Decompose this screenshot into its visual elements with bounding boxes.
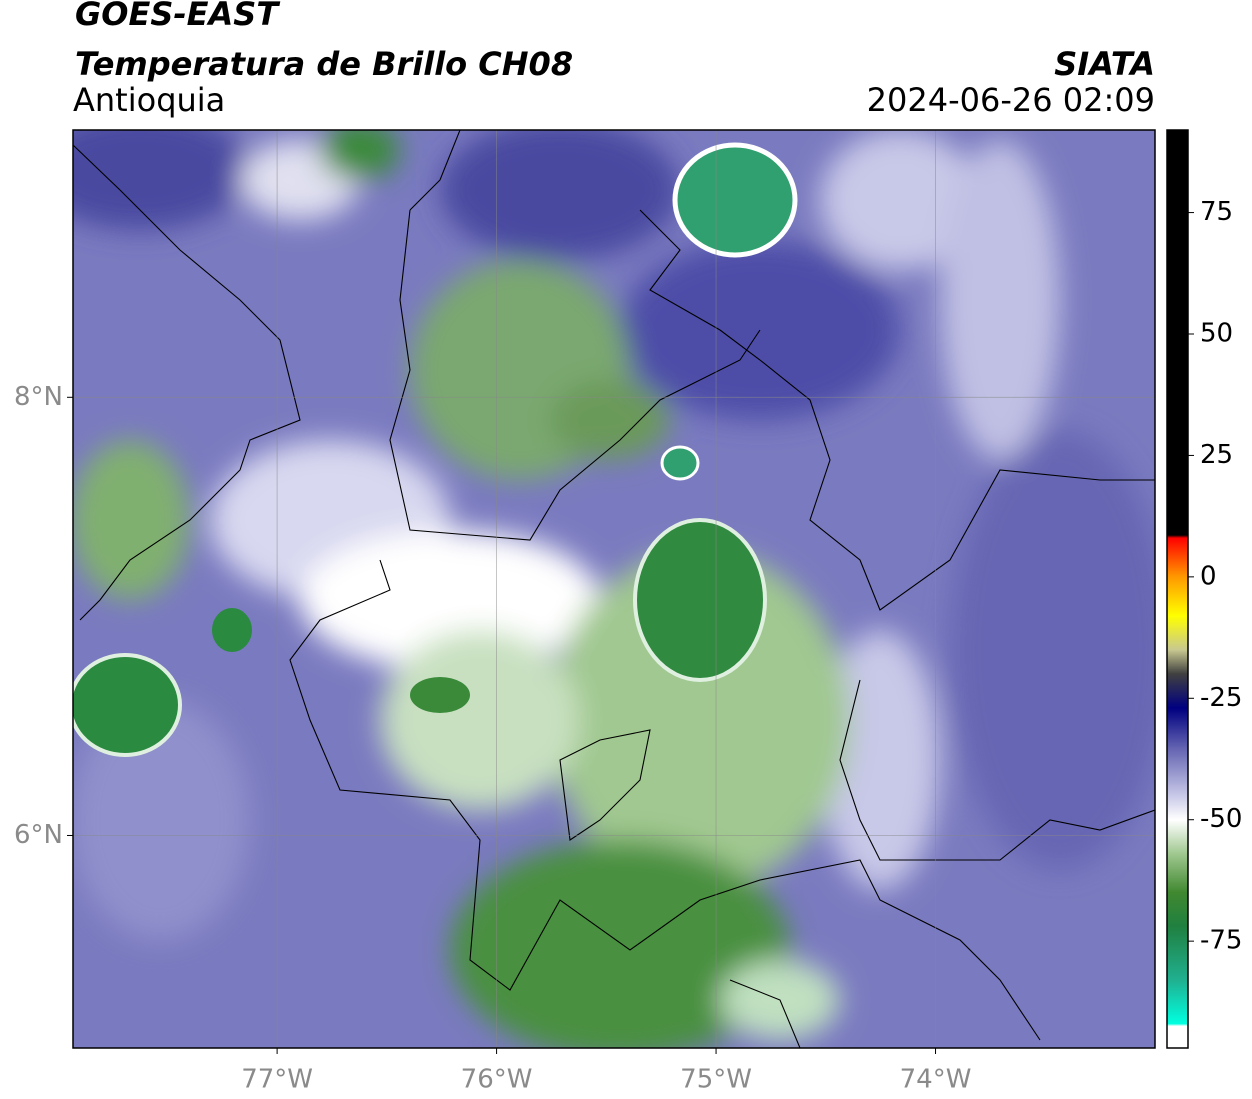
subtitle: Temperatura de Brillo CH08	[75, 45, 573, 83]
x-tick-label: 74°W	[900, 1065, 972, 1095]
colorbar	[1166, 129, 1189, 1049]
colorbar-tick-label: -75	[1200, 926, 1242, 956]
datetime: 2024-06-26 02:09	[867, 81, 1155, 119]
satellite-image	[73, 130, 1155, 1048]
y-tick-label: 6°N	[14, 820, 63, 850]
y-tick-label: 8°N	[14, 382, 63, 412]
colorbar-tick-label: -50	[1200, 804, 1242, 834]
colorbar-tick-label: -25	[1200, 683, 1242, 713]
colorbar-tick-label: 50	[1200, 319, 1233, 349]
graticule	[73, 130, 1155, 1048]
colorbar-tick-label: 0	[1200, 561, 1217, 591]
source: SIATA	[1054, 45, 1155, 83]
x-tick-label: 77°W	[241, 1065, 313, 1095]
x-tick-label: 76°W	[461, 1065, 533, 1095]
x-tick-label: 75°W	[680, 1065, 752, 1095]
colorbar-tick-label: 75	[1200, 197, 1233, 227]
colorbar-tick-label: 25	[1200, 440, 1233, 470]
title: GOES-EAST	[75, 0, 280, 33]
region: Antioquia	[73, 81, 225, 119]
map-frame	[72, 129, 1156, 1049]
